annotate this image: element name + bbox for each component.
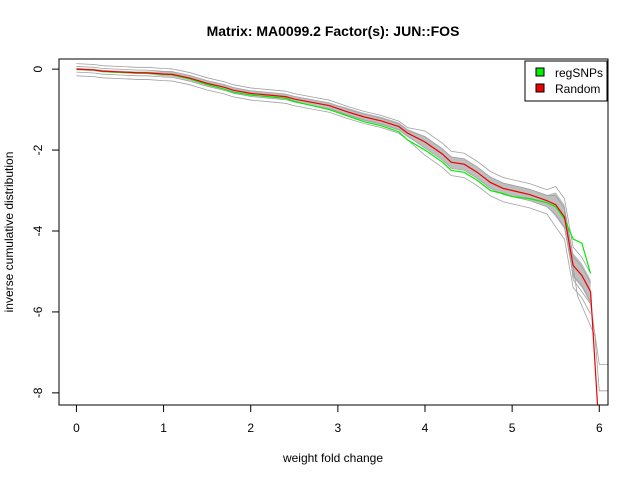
random-tail-line <box>564 206 608 365</box>
legend-swatch-regsnps <box>535 67 545 77</box>
random-sample-line <box>76 71 591 302</box>
random-band <box>76 67 591 304</box>
random-sample-line <box>76 75 591 315</box>
x-tick-label: 0 <box>73 421 80 435</box>
x-axis-label: weight fold change <box>282 451 383 465</box>
x-tick-label: 2 <box>247 421 254 435</box>
legend-label-regsnps: regSNPs <box>555 66 603 80</box>
x-tick-label: 1 <box>160 421 167 435</box>
x-tick-label: 6 <box>596 421 603 435</box>
legend-label-random: Random <box>555 82 600 96</box>
x-tick-label: 5 <box>509 421 516 435</box>
series-lines <box>76 68 599 406</box>
series-line-regsnps <box>76 68 592 274</box>
y-tick-label: 0 <box>31 65 45 72</box>
legend-swatch-random <box>535 83 545 93</box>
chart-title: Matrix: MA0099.2 Factor(s): JUN::FOS <box>207 23 460 39</box>
y-tick-label: -8 <box>31 387 45 398</box>
random-tail-line <box>564 210 608 392</box>
random-envelope <box>76 67 591 304</box>
y-axis-label: inverse cumulative distribution <box>2 152 16 313</box>
series-line-random <box>76 68 599 406</box>
y-axis: 0 -2 -4 -6 -8 <box>31 65 60 398</box>
legend: regSNPs Random <box>524 60 608 102</box>
x-tick-label: 3 <box>335 421 342 435</box>
x-tick-label: 4 <box>422 421 429 435</box>
y-tick-label: -4 <box>31 225 45 236</box>
random-sample-line <box>76 63 591 274</box>
random-gray-lines <box>76 63 608 392</box>
y-tick-label: -6 <box>31 306 45 317</box>
random-sample-line <box>76 66 591 283</box>
y-tick-label: -2 <box>31 144 45 155</box>
x-axis: 0 1 2 3 4 5 6 <box>73 404 603 435</box>
